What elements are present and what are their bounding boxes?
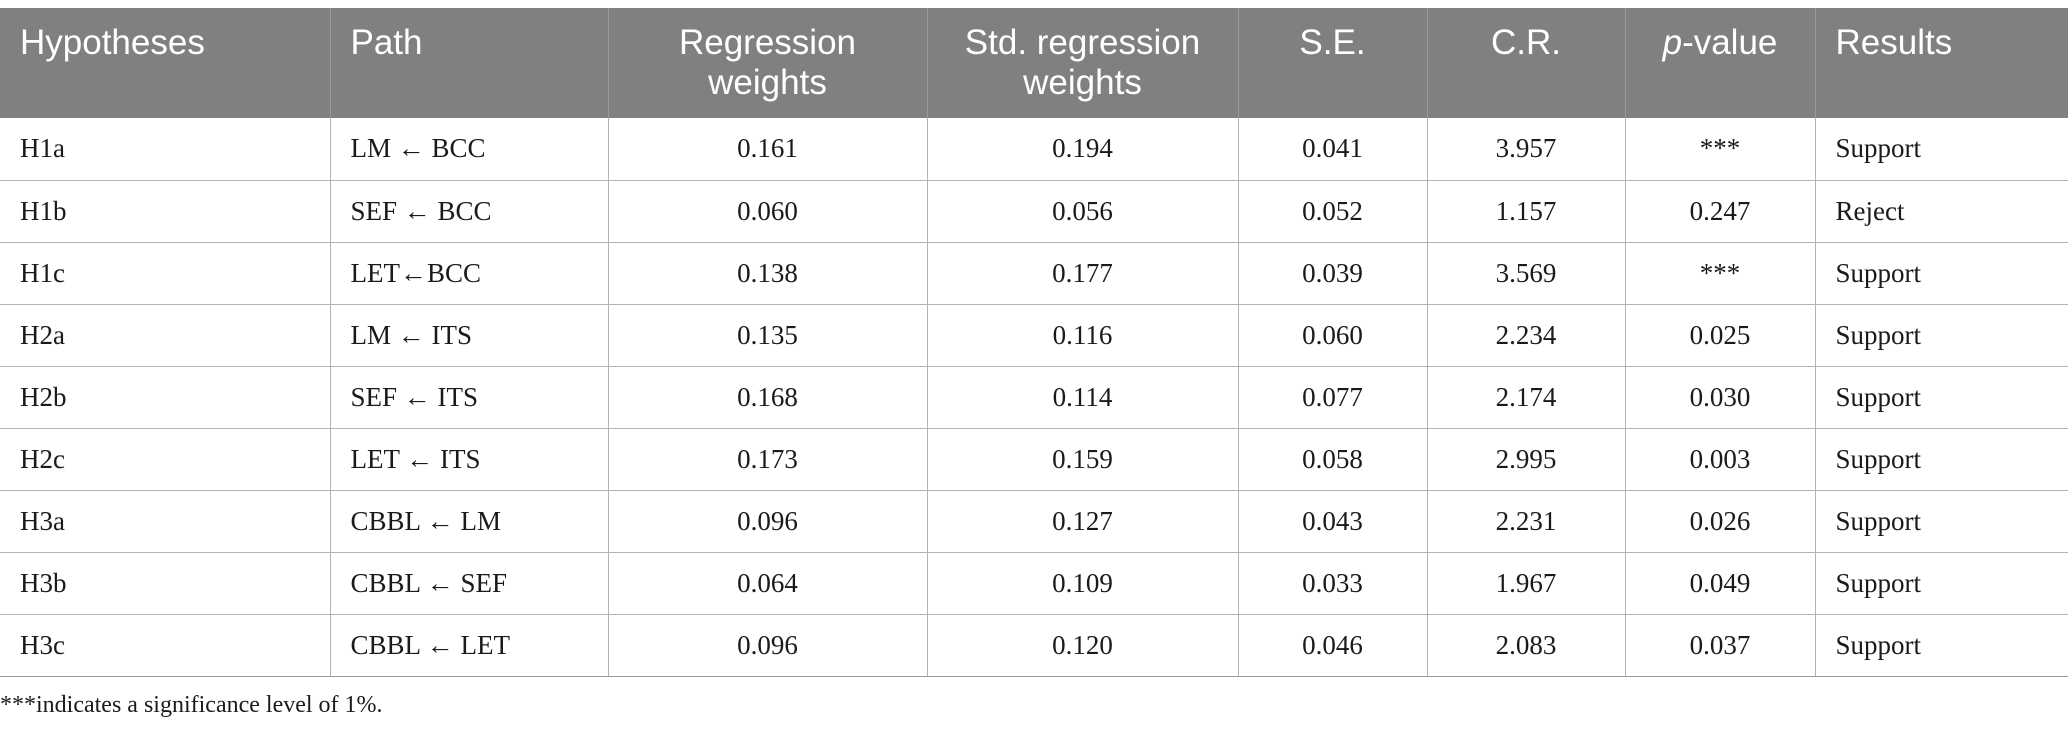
cell-hypothesis: H1c bbox=[0, 242, 330, 305]
cell-regression-weight: 0.161 bbox=[607, 118, 927, 181]
table-row: H1c LET←BCC 0.138 0.177 0.039 3.569 *** … bbox=[0, 242, 2068, 305]
cell-regression-weight: 0.064 bbox=[607, 552, 927, 615]
cell-result: Support bbox=[1814, 614, 2068, 677]
cell-p-value: 0.025 bbox=[1624, 304, 1815, 367]
table-row: H2c LET ← ITS 0.173 0.159 0.058 2.995 0.… bbox=[0, 428, 2068, 491]
cell-regression-weight: 0.135 bbox=[607, 304, 927, 367]
results-table-container: Hypotheses Path Regression weights Std. … bbox=[0, 8, 2068, 677]
header-p-value: p-value bbox=[1624, 8, 1815, 118]
cell-std-regression-weight: 0.114 bbox=[926, 366, 1238, 429]
cell-std-regression-weight: 0.127 bbox=[926, 490, 1238, 553]
cell-result: Support bbox=[1814, 118, 2068, 181]
cell-regression-weight: 0.096 bbox=[607, 490, 927, 553]
cell-p-value: 0.003 bbox=[1624, 428, 1815, 491]
cell-hypothesis: H1a bbox=[0, 118, 330, 181]
cell-result: Support bbox=[1814, 242, 2068, 305]
cell-hypothesis: H3a bbox=[0, 490, 330, 553]
cell-result: Support bbox=[1814, 304, 2068, 367]
cell-path: LM ← ITS bbox=[329, 304, 608, 367]
cell-cr: 2.174 bbox=[1426, 366, 1625, 429]
cell-path: LM ← BCC bbox=[329, 118, 608, 181]
cell-regression-weight: 0.096 bbox=[607, 614, 927, 677]
cell-path: CBBL ← LET bbox=[329, 614, 608, 677]
cell-regression-weight: 0.138 bbox=[607, 242, 927, 305]
cell-path: CBBL ← LM bbox=[329, 490, 608, 553]
cell-cr: 2.234 bbox=[1426, 304, 1625, 367]
cell-result: Reject bbox=[1814, 180, 2068, 243]
cell-p-value: 0.247 bbox=[1624, 180, 1815, 243]
table-header-row: Hypotheses Path Regression weights Std. … bbox=[0, 8, 2068, 118]
header-hypotheses: Hypotheses bbox=[0, 8, 330, 118]
header-se: S.E. bbox=[1237, 8, 1427, 118]
cell-cr: 2.231 bbox=[1426, 490, 1625, 553]
cell-p-value: 0.030 bbox=[1624, 366, 1815, 429]
cell-se: 0.060 bbox=[1237, 304, 1427, 367]
cell-result: Support bbox=[1814, 428, 2068, 491]
cell-p-value: *** bbox=[1624, 118, 1815, 181]
cell-std-regression-weight: 0.120 bbox=[926, 614, 1238, 677]
header-std-regression-weights: Std. regression weights bbox=[926, 8, 1238, 118]
cell-se: 0.077 bbox=[1237, 366, 1427, 429]
cell-regression-weight: 0.060 bbox=[607, 180, 927, 243]
cell-std-regression-weight: 0.194 bbox=[926, 118, 1238, 181]
cell-std-regression-weight: 0.109 bbox=[926, 552, 1238, 615]
table-row: H1b SEF ← BCC 0.060 0.056 0.052 1.157 0.… bbox=[0, 180, 2068, 243]
cell-p-value: 0.049 bbox=[1624, 552, 1815, 615]
cell-result: Support bbox=[1814, 490, 2068, 553]
cell-se: 0.039 bbox=[1237, 242, 1427, 305]
cell-hypothesis: H3c bbox=[0, 614, 330, 677]
cell-cr: 1.967 bbox=[1426, 552, 1625, 615]
cell-se: 0.033 bbox=[1237, 552, 1427, 615]
cell-p-value: 0.026 bbox=[1624, 490, 1815, 553]
cell-hypothesis: H2b bbox=[0, 366, 330, 429]
cell-se: 0.058 bbox=[1237, 428, 1427, 491]
cell-regression-weight: 0.168 bbox=[607, 366, 927, 429]
cell-se: 0.041 bbox=[1237, 118, 1427, 181]
table-body: H1a LM ← BCC 0.161 0.194 0.041 3.957 ***… bbox=[0, 118, 2068, 677]
cell-se: 0.046 bbox=[1237, 614, 1427, 677]
table-row: H2a LM ← ITS 0.135 0.116 0.060 2.234 0.0… bbox=[0, 304, 2068, 367]
cell-cr: 3.569 bbox=[1426, 242, 1625, 305]
cell-result: Support bbox=[1814, 552, 2068, 615]
header-results: Results bbox=[1814, 8, 2068, 118]
header-cr: C.R. bbox=[1426, 8, 1625, 118]
cell-hypothesis: H3b bbox=[0, 552, 330, 615]
table-row: H3c CBBL ← LET 0.096 0.120 0.046 2.083 0… bbox=[0, 614, 2068, 677]
header-path: Path bbox=[329, 8, 608, 118]
cell-path: LET←BCC bbox=[329, 242, 608, 305]
cell-regression-weight: 0.173 bbox=[607, 428, 927, 491]
cell-p-value: *** bbox=[1624, 242, 1815, 305]
table-footnote: ***indicates a significance level of 1%. bbox=[0, 692, 383, 718]
table-row: H3b CBBL ← SEF 0.064 0.109 0.033 1.967 0… bbox=[0, 552, 2068, 615]
header-regression-weights: Regression weights bbox=[607, 8, 927, 118]
hypothesis-results-table: Hypotheses Path Regression weights Std. … bbox=[0, 8, 2068, 677]
cell-std-regression-weight: 0.056 bbox=[926, 180, 1238, 243]
cell-std-regression-weight: 0.177 bbox=[926, 242, 1238, 305]
cell-path: SEF ← BCC bbox=[329, 180, 608, 243]
cell-hypothesis: H1b bbox=[0, 180, 330, 243]
table-row: H1a LM ← BCC 0.161 0.194 0.041 3.957 ***… bbox=[0, 118, 2068, 181]
cell-se: 0.052 bbox=[1237, 180, 1427, 243]
cell-cr: 1.157 bbox=[1426, 180, 1625, 243]
cell-path: LET ← ITS bbox=[329, 428, 608, 491]
cell-se: 0.043 bbox=[1237, 490, 1427, 553]
cell-path: SEF ← ITS bbox=[329, 366, 608, 429]
cell-std-regression-weight: 0.116 bbox=[926, 304, 1238, 367]
cell-p-value: 0.037 bbox=[1624, 614, 1815, 677]
table-row: H2b SEF ← ITS 0.168 0.114 0.077 2.174 0.… bbox=[0, 366, 2068, 429]
cell-std-regression-weight: 0.159 bbox=[926, 428, 1238, 491]
cell-cr: 2.995 bbox=[1426, 428, 1625, 491]
cell-cr: 3.957 bbox=[1426, 118, 1625, 181]
cell-hypothesis: H2c bbox=[0, 428, 330, 491]
cell-result: Support bbox=[1814, 366, 2068, 429]
cell-cr: 2.083 bbox=[1426, 614, 1625, 677]
cell-hypothesis: H2a bbox=[0, 304, 330, 367]
cell-path: CBBL ← SEF bbox=[329, 552, 608, 615]
table-row: H3a CBBL ← LM 0.096 0.127 0.043 2.231 0.… bbox=[0, 490, 2068, 553]
